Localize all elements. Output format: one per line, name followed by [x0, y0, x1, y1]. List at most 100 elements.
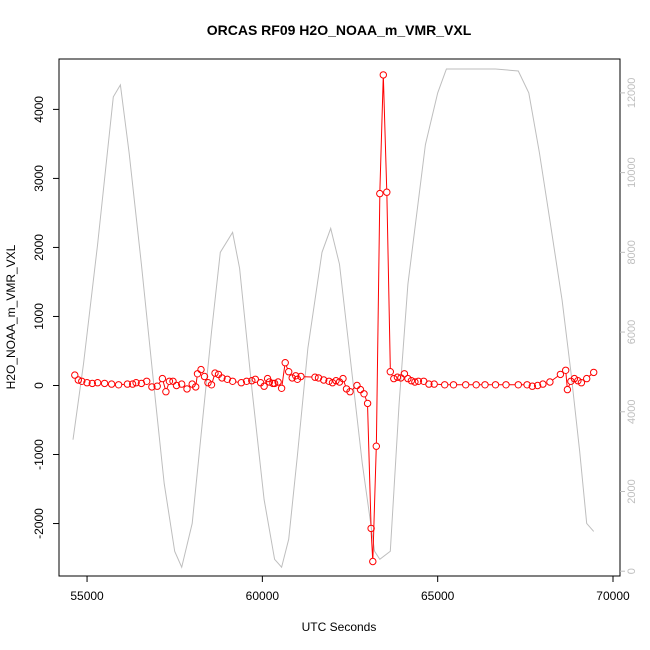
data-point-25: [193, 370, 202, 378]
y2-tick-label-0: 0: [626, 568, 638, 574]
data-point-69: [372, 442, 380, 450]
y-tick-label-3: 1000: [32, 303, 46, 330]
data-point-89: [481, 381, 489, 389]
y2-tick-label-3: 6000: [626, 320, 638, 344]
data-point-67: [367, 524, 375, 533]
y2-tick-label-4: 8000: [626, 240, 638, 264]
data-point-96: [539, 380, 547, 388]
y-tick-label-5: 3000: [32, 165, 46, 192]
data-point-16: [158, 374, 167, 383]
data-point-14: [148, 383, 156, 391]
data-point-50: [292, 372, 300, 380]
chart-title-group: ORCAS RF09 H2O_NOAA_m_VMR_VXL: [207, 22, 472, 38]
x-tick-label-3: 70000: [596, 589, 630, 603]
primary-series-line: [121, 78, 592, 559]
data-point-46: [277, 384, 286, 392]
data-point-62: [346, 388, 354, 396]
y2-tick-label-2: 4000: [626, 400, 638, 424]
data-point-1: [74, 376, 83, 384]
data-point-55: [320, 376, 328, 384]
data-point-79: [407, 377, 416, 385]
data-point-83: [425, 380, 433, 388]
data-point-99: [562, 366, 570, 374]
data-point-9: [123, 380, 132, 388]
data-point-73: [386, 368, 394, 376]
data-point-30: [211, 369, 219, 377]
data-point-3: [83, 379, 91, 387]
data-point-68: [369, 557, 377, 566]
data-point-29: [207, 381, 216, 389]
data-point-2: [78, 377, 86, 385]
data-point-20: [172, 381, 181, 390]
data-point-32: [218, 374, 226, 382]
x-tick-label-0: 55000: [70, 589, 104, 603]
data-point-75: [393, 373, 402, 381]
y-tick-label-0: -2000: [32, 508, 46, 539]
x-axis: 55000 60000 65000 70000: [70, 576, 630, 603]
data-point-70: [376, 189, 384, 198]
data-point-15: [153, 382, 161, 390]
data-point-7: [107, 380, 116, 388]
data-point-27: [200, 372, 209, 381]
data-point-11: [132, 379, 140, 387]
data-point-85: [441, 381, 449, 389]
data-point-37: [248, 377, 256, 385]
plot-frame: [58, 58, 621, 577]
data-point-48: [285, 368, 293, 376]
data-point-88: [472, 381, 480, 389]
y-tick-label-1: -1000: [32, 439, 46, 470]
data-point-64: [356, 385, 365, 394]
data-point-24: [192, 383, 200, 391]
data-point-39: [256, 379, 265, 387]
data-point-13: [143, 377, 151, 385]
data-point-0: [71, 371, 79, 379]
x-tick-label-1: 60000: [246, 589, 280, 603]
data-point-77: [400, 370, 409, 378]
data-point-6: [100, 379, 109, 388]
data-point-35: [237, 379, 246, 387]
data-point-57: [328, 379, 337, 387]
data-point-22: [183, 385, 191, 393]
data-point-10: [128, 380, 137, 388]
data-point-81: [414, 377, 423, 385]
y-axis: -2000 -1000 0 1000 2000 3000 4000: [32, 96, 59, 539]
data-point-21: [178, 380, 186, 388]
data-point-5: [93, 379, 102, 387]
data-point-100: [563, 385, 572, 394]
data-point-4: [88, 379, 97, 388]
data-point-42: [265, 378, 274, 386]
chart-title: ORCAS RF09 H2O_NOAA_m_VMR_VXL: [207, 22, 472, 38]
data-point-87: [462, 381, 470, 389]
secondary-series: [72, 68, 595, 569]
data-point-8: [114, 381, 123, 389]
data-point-26: [197, 365, 205, 374]
y-axis-label: H2O_NOAA_m_VMR_VXL: [4, 244, 18, 389]
y-tick-label-2: 0: [32, 382, 46, 389]
data-point-84: [430, 380, 438, 388]
data-point-91: [502, 381, 510, 389]
data-point-106: [590, 368, 598, 377]
data-point-58: [332, 377, 340, 385]
data-point-74: [390, 374, 398, 383]
data-point-95: [533, 381, 542, 390]
data-point-18: [165, 377, 174, 385]
data-point-72: [383, 188, 391, 196]
x-axis-label: UTC Seconds: [302, 620, 377, 634]
data-point-86: [449, 381, 458, 389]
y2-tick-label-1: 2000: [626, 479, 638, 503]
secondary-series-line: [72, 68, 595, 569]
y-tick-label-6: 4000: [32, 96, 46, 123]
data-point-52: [297, 372, 305, 381]
data-point-65: [360, 390, 368, 398]
data-point-56: [325, 377, 333, 385]
y2-tick-label-5: 10000: [626, 157, 638, 188]
y-tick-label-4: 2000: [32, 234, 46, 261]
data-point-66: [363, 399, 372, 408]
data-point-97: [546, 378, 554, 386]
data-point-71: [379, 71, 387, 79]
data-point-94: [528, 382, 536, 390]
data-point-92: [514, 381, 522, 389]
data-point-36: [242, 377, 251, 385]
data-point-104: [577, 379, 586, 387]
